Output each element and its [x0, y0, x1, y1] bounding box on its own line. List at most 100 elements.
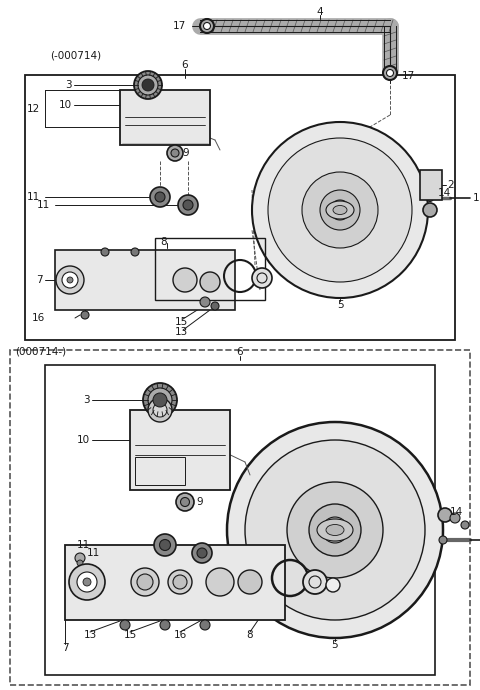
Circle shape [69, 564, 105, 600]
Circle shape [150, 187, 170, 207]
Circle shape [148, 398, 172, 422]
Circle shape [143, 383, 177, 417]
Circle shape [56, 266, 84, 294]
Circle shape [154, 534, 176, 556]
Bar [155, 238, 265, 300]
Circle shape [438, 508, 452, 522]
Bar [45, 365, 435, 675]
Circle shape [206, 568, 234, 596]
Circle shape [192, 543, 212, 563]
Circle shape [148, 388, 172, 412]
Circle shape [155, 192, 165, 202]
Circle shape [75, 553, 85, 563]
Text: 9: 9 [182, 148, 189, 158]
Circle shape [62, 272, 78, 288]
Circle shape [450, 513, 460, 523]
Circle shape [252, 122, 428, 298]
Text: 17: 17 [402, 71, 415, 81]
Text: 1: 1 [473, 193, 480, 203]
Bar [55, 250, 235, 310]
Text: 11: 11 [37, 200, 50, 210]
Text: (000714-): (000714-) [15, 347, 66, 357]
Circle shape [427, 195, 433, 201]
Text: 7: 7 [62, 643, 68, 653]
Text: 15: 15 [123, 630, 137, 640]
Text: 7: 7 [36, 275, 43, 285]
Text: 16: 16 [173, 630, 187, 640]
Circle shape [439, 536, 447, 544]
Bar [135, 457, 185, 485]
Text: 6: 6 [237, 347, 243, 357]
Text: 10: 10 [77, 435, 90, 445]
Circle shape [287, 482, 383, 578]
Text: 13: 13 [84, 630, 96, 640]
Circle shape [303, 570, 327, 594]
Circle shape [302, 172, 378, 248]
Text: 11: 11 [87, 548, 100, 558]
Text: 3: 3 [65, 80, 72, 90]
Circle shape [204, 23, 211, 30]
Circle shape [461, 521, 469, 529]
Text: 8: 8 [247, 630, 253, 640]
Circle shape [197, 548, 207, 558]
Text: 11: 11 [77, 540, 90, 550]
Text: 5: 5 [332, 640, 338, 650]
Circle shape [138, 75, 158, 95]
Circle shape [171, 149, 179, 157]
Circle shape [137, 574, 153, 590]
Text: 14: 14 [438, 188, 451, 198]
Circle shape [180, 497, 190, 506]
Circle shape [245, 440, 425, 620]
Circle shape [81, 311, 89, 319]
Circle shape [160, 620, 170, 630]
Ellipse shape [326, 524, 344, 535]
Circle shape [423, 203, 437, 217]
Circle shape [153, 403, 167, 417]
Circle shape [320, 190, 360, 230]
Circle shape [330, 200, 350, 220]
Circle shape [153, 393, 167, 407]
Text: 4: 4 [317, 7, 324, 17]
Circle shape [131, 248, 139, 256]
Ellipse shape [326, 201, 354, 219]
Circle shape [142, 79, 154, 91]
Text: 6: 6 [182, 60, 188, 70]
Text: 2: 2 [447, 180, 454, 190]
Text: 12: 12 [27, 104, 40, 114]
Text: 3: 3 [84, 395, 90, 405]
Circle shape [176, 493, 194, 511]
Circle shape [322, 517, 348, 543]
Circle shape [134, 71, 162, 99]
Circle shape [159, 540, 170, 551]
Circle shape [178, 195, 198, 215]
Ellipse shape [333, 206, 347, 215]
Circle shape [183, 200, 193, 210]
Circle shape [227, 422, 443, 638]
Text: 10: 10 [59, 100, 72, 110]
Text: 17: 17 [173, 21, 186, 31]
Circle shape [200, 272, 220, 292]
Bar [130, 410, 230, 490]
Circle shape [383, 66, 397, 80]
Bar [420, 170, 442, 200]
Circle shape [67, 277, 73, 283]
Circle shape [326, 578, 340, 592]
Circle shape [101, 248, 109, 256]
Circle shape [173, 268, 197, 292]
Circle shape [268, 138, 412, 282]
Text: 16: 16 [32, 313, 45, 323]
Circle shape [131, 568, 159, 596]
Ellipse shape [317, 519, 353, 541]
Text: 8: 8 [160, 237, 167, 247]
Circle shape [173, 575, 187, 589]
Circle shape [238, 570, 262, 594]
Bar [65, 545, 285, 620]
Circle shape [211, 302, 219, 310]
Text: 9: 9 [196, 497, 203, 507]
Circle shape [167, 145, 183, 161]
Circle shape [77, 560, 83, 566]
Circle shape [168, 570, 192, 594]
Circle shape [309, 504, 361, 556]
Text: 14: 14 [450, 507, 463, 517]
Text: 5: 5 [336, 300, 343, 310]
